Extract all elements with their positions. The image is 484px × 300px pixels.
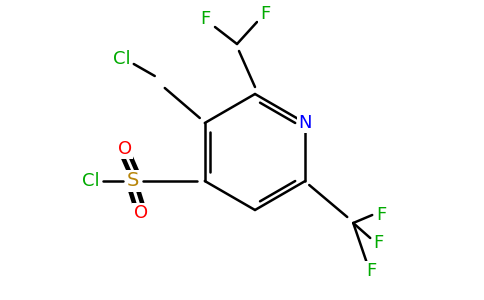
Text: F: F (376, 206, 386, 224)
Text: O: O (118, 140, 132, 158)
Text: F: F (200, 10, 210, 28)
Text: S: S (127, 172, 139, 190)
Text: F: F (366, 262, 377, 280)
Text: Cl: Cl (113, 50, 131, 68)
Text: Cl: Cl (82, 172, 100, 190)
Text: O: O (134, 204, 148, 222)
Text: F: F (260, 5, 270, 23)
Text: F: F (373, 234, 383, 252)
Text: N: N (299, 114, 312, 132)
